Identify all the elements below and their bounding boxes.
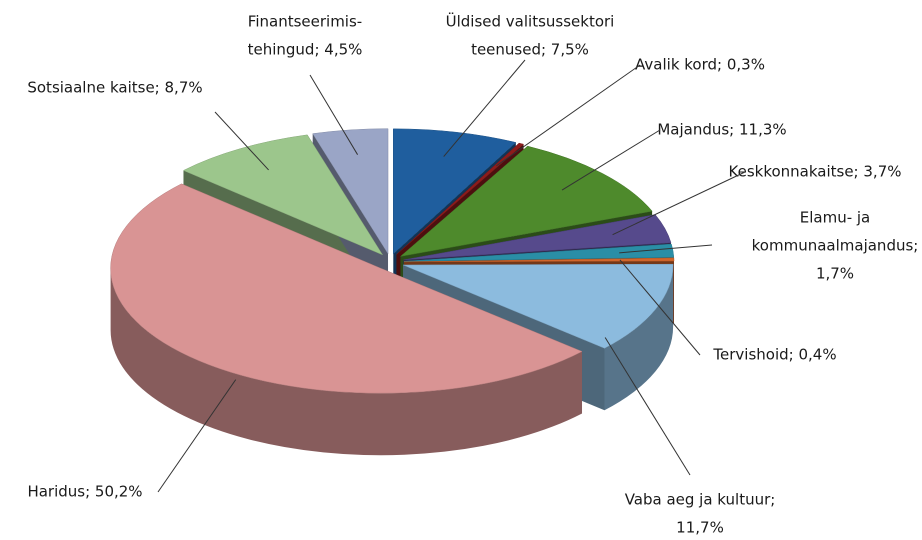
leader-line	[619, 244, 713, 254]
leader-line	[309, 74, 359, 155]
data-label: Sotsiaalne kaitse; 8,7%	[27, 79, 202, 97]
data-label: Finantseerimis-	[248, 13, 362, 31]
leader-line	[561, 129, 661, 191]
data-label: Üldised valitsussektori	[446, 12, 615, 31]
slice-side	[110, 268, 583, 456]
data-label: kommunaalmajandus;	[752, 237, 919, 255]
data-label: Vaba aeg ja kultuur;	[625, 491, 776, 509]
data-label: teenused; 7,5%	[471, 41, 589, 59]
leader-line	[443, 59, 526, 157]
data-label: Elamu- ja	[800, 209, 871, 227]
labels: Üldised valitsussektori teenused; 7,5% Ava…	[27, 12, 918, 537]
leader-line	[214, 111, 269, 171]
slice	[403, 257, 675, 263]
slice	[110, 183, 583, 394]
slice	[182, 134, 384, 256]
data-label: Haridus; 50,2%	[27, 483, 142, 501]
leader-line	[157, 379, 237, 493]
slice-side	[604, 264, 674, 411]
leader-line	[496, 64, 641, 167]
leader-line	[612, 171, 746, 236]
data-label: Tervishoid; 0,4%	[712, 346, 836, 364]
data-label: Avalik kord; 0,3%	[635, 56, 765, 74]
data-label: Majandus; 11,3%	[657, 121, 786, 139]
slice	[396, 142, 525, 255]
leader-line	[604, 337, 691, 476]
data-label: Keskkonnakaitse; 3,7%	[729, 163, 902, 181]
data-label: 1,7%	[816, 265, 854, 283]
data-label: 11,7%	[676, 519, 724, 537]
slice	[403, 243, 675, 262]
slice	[403, 263, 674, 349]
slice	[393, 128, 517, 255]
slice-tops	[110, 128, 675, 394]
data-label: tehingud; 4,5%	[248, 41, 363, 59]
slice	[312, 128, 389, 255]
leader-line	[619, 259, 701, 356]
